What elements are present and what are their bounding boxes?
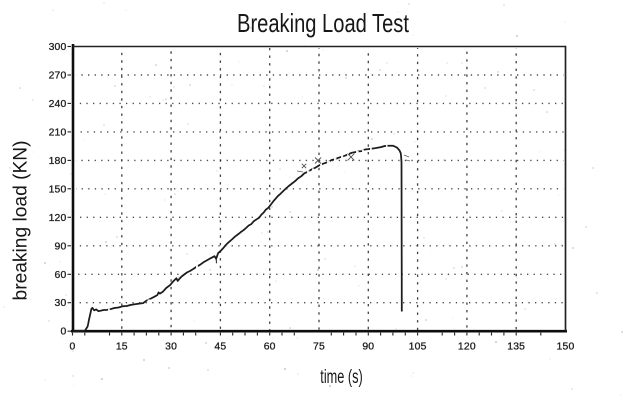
svg-text:210: 210: [49, 127, 67, 138]
svg-text:180: 180: [49, 156, 67, 167]
svg-text:120: 120: [49, 213, 67, 224]
svg-text:0: 0: [61, 327, 67, 338]
svg-text:150: 150: [557, 341, 575, 352]
svg-text:60: 60: [55, 270, 67, 281]
svg-text:135: 135: [507, 341, 525, 352]
svg-text:150: 150: [49, 184, 67, 195]
svg-text:45: 45: [214, 341, 226, 352]
svg-text:90: 90: [362, 341, 374, 352]
svg-text:105: 105: [409, 341, 427, 352]
svg-text:90: 90: [55, 241, 67, 252]
svg-text:15: 15: [116, 341, 128, 352]
svg-text:240: 240: [49, 99, 67, 110]
svg-text:75: 75: [313, 341, 325, 352]
svg-text:0: 0: [70, 341, 76, 352]
svg-text:30: 30: [165, 341, 177, 352]
svg-text:120: 120: [458, 341, 476, 352]
svg-text:30: 30: [55, 298, 67, 309]
svg-text:60: 60: [264, 341, 276, 352]
svg-text:300: 300: [49, 42, 67, 53]
svg-text:270: 270: [49, 71, 67, 82]
